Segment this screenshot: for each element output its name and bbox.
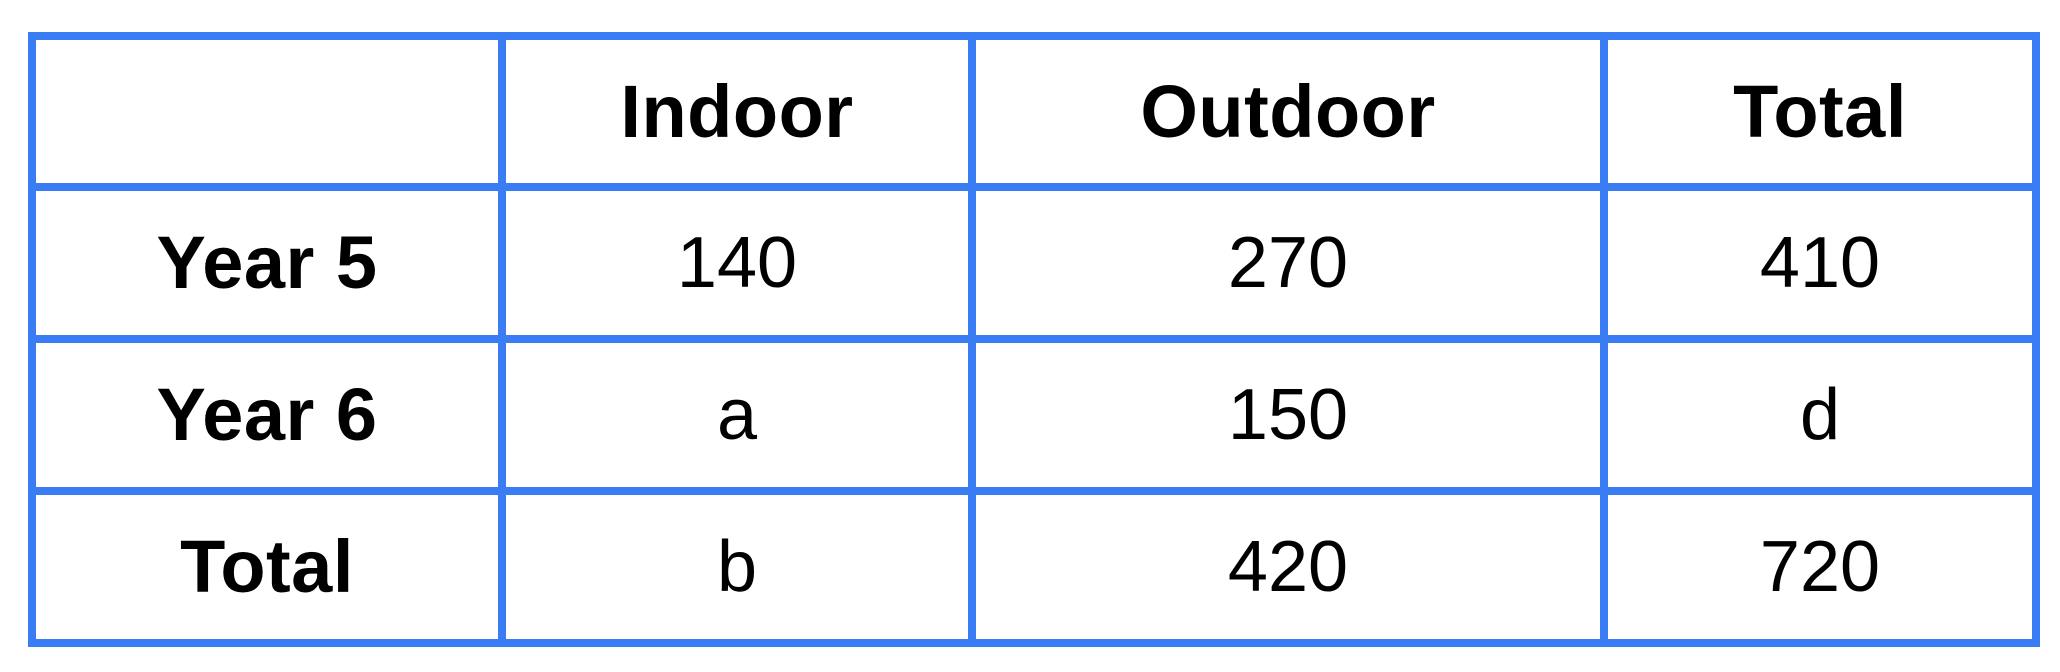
row-label-year5: Year 5 (28, 183, 506, 343)
cell-year6-indoor: a (498, 335, 976, 495)
table-row-year5: Year 5 140 270 410 (28, 183, 2040, 343)
two-way-frequency-table: Indoor Outdoor Total Year 5 140 270 410 … (28, 32, 2040, 647)
cell-total-outdoor: 420 (968, 487, 1608, 647)
cell-total-indoor: b (498, 487, 976, 647)
column-header-indoor: Indoor (498, 32, 976, 191)
cell-year5-indoor: 140 (498, 183, 976, 343)
row-label-total: Total (28, 487, 506, 647)
cell-total-total: 720 (1600, 487, 2040, 647)
column-header-outdoor: Outdoor (968, 32, 1608, 191)
corner-cell (28, 32, 506, 191)
cell-year6-outdoor: 150 (968, 335, 1608, 495)
cell-year5-outdoor: 270 (968, 183, 1608, 343)
cell-year5-total: 410 (1600, 183, 2040, 343)
table-row-year6: Year 6 a 150 d (28, 335, 2040, 495)
row-label-year6: Year 6 (28, 335, 506, 495)
column-header-total: Total (1600, 32, 2040, 191)
header-row: Indoor Outdoor Total (28, 32, 2040, 191)
table-row-total: Total b 420 720 (28, 487, 2040, 647)
cell-year6-total: d (1600, 335, 2040, 495)
